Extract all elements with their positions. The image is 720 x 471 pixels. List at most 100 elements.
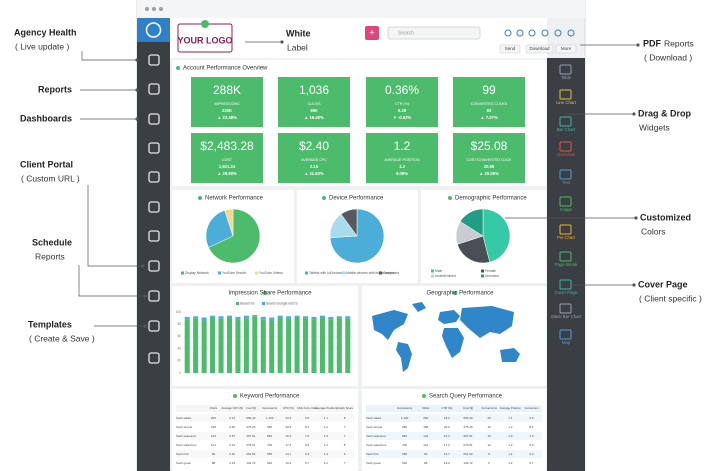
add-button[interactable]: [365, 26, 379, 40]
map-south-america: [396, 342, 412, 372]
sidebar-logo: [137, 18, 170, 42]
header-icon[interactable]: [528, 29, 536, 37]
widget-icon[interactable]: [559, 251, 572, 262]
bar: [336, 316, 342, 319]
kpi-compare: 2.15: [310, 164, 319, 169]
bar: [277, 315, 283, 318]
kpi-change: 9.09%: [396, 171, 408, 176]
callout-line: [87, 185, 143, 267]
kpi-label: CLICKS: [308, 102, 322, 106]
table-cell: 1.2: [508, 461, 513, 465]
bar: [243, 315, 249, 319]
header-button[interactable]: [525, 44, 554, 54]
bar: [345, 318, 351, 373]
widget-label: Pie Chart: [557, 235, 576, 240]
legend-label: Mobile devices with full browsers: [346, 271, 394, 275]
column-header: Conversion: [524, 406, 539, 410]
widget-label: Bar Chart: [557, 127, 576, 132]
kpi-change: ▲ 7.07%: [480, 115, 497, 120]
legend-swatch: [379, 271, 382, 275]
bar: [201, 320, 207, 373]
widget-icon[interactable]: [559, 303, 572, 314]
bar: [193, 318, 199, 373]
column-header: Cost ($): [246, 406, 256, 410]
table-row: [176, 459, 354, 467]
sidebar-icon[interactable]: [148, 83, 160, 95]
callout-subtitle: ( Live update ): [15, 41, 70, 51]
sidebar-icon[interactable]: [148, 54, 160, 66]
kpi-change: ▲ 20.06%: [479, 171, 499, 176]
column-header: Clicks: [422, 406, 430, 410]
widget-icon[interactable]: [559, 196, 572, 207]
sidebar-icon[interactable]: [148, 142, 160, 154]
table-cell: 9.6: [305, 416, 310, 420]
header-icon[interactable]: [554, 29, 562, 37]
table-row: [366, 441, 542, 449]
kpi-label: CTR (%): [395, 102, 409, 106]
callout-subtitle: ( Custom URL ): [21, 173, 80, 183]
table-header: [176, 405, 354, 412]
table-cell: 7: [344, 434, 346, 438]
table-cell: 1.3: [324, 434, 329, 438]
table-cell: 2.62: [229, 452, 235, 456]
widget-icon[interactable]: [559, 89, 572, 100]
table-cell: 23.2: [444, 416, 450, 420]
column-header: CTR (%): [441, 406, 452, 410]
header-icon[interactable]: [541, 29, 549, 37]
table-cell: 1.3: [508, 434, 513, 438]
table-cell: 5: [488, 461, 490, 465]
callout-dot: [135, 117, 139, 121]
widget-icon[interactable]: [559, 169, 572, 180]
sidebar-icon[interactable]: [148, 290, 160, 302]
table-cell: 7.0: [529, 434, 534, 438]
table-cell: 25: [487, 416, 491, 420]
header-icon[interactable]: [504, 29, 512, 37]
sidebar-icon[interactable]: [148, 201, 160, 213]
widget-label: Line Chart: [556, 100, 577, 105]
table-cell: 14.7: [444, 452, 450, 456]
widget-icon[interactable]: [559, 116, 572, 127]
search-box[interactable]: [387, 26, 481, 40]
callout-dot: [636, 43, 640, 47]
table-cell: 960: [402, 425, 407, 429]
window-bar: [137, 0, 585, 18]
callout-subtitle: Label: [287, 42, 308, 52]
kpi-label: COST: [222, 158, 233, 162]
title-dot: [263, 291, 267, 295]
table-row: [176, 441, 354, 449]
sidebar-icon[interactable]: [148, 113, 160, 125]
widget-icon[interactable]: [559, 329, 572, 340]
table-row: [176, 414, 354, 422]
map-north-america: [372, 310, 408, 340]
panel-title: Keyword Performance: [240, 394, 300, 400]
table-cell: 198: [423, 425, 428, 429]
bar: [235, 316, 241, 320]
sidebar-icon[interactable]: [148, 171, 160, 183]
column-header: Impressions: [262, 406, 278, 410]
widget-icon[interactable]: [559, 141, 572, 152]
widget-icon[interactable]: [559, 279, 572, 290]
table-cell: fresh green: [366, 461, 382, 465]
logo-text: YOUR LOGO: [177, 35, 232, 45]
widget-icon[interactable]: [559, 64, 572, 75]
legend-label: Search IS: [240, 301, 255, 305]
kpi-tile: [366, 77, 438, 127]
sidebar-icon[interactable]: [148, 352, 160, 364]
sidebar-icon[interactable]: [148, 260, 160, 272]
table-cell: 1.2: [324, 443, 329, 447]
table-cell: 1.1: [508, 416, 513, 420]
header-button[interactable]: [499, 44, 521, 54]
sidebar-icon[interactable]: [148, 230, 160, 242]
callout-title: Agency Health: [14, 27, 77, 37]
callout-subtitle: ( Download ): [644, 52, 692, 62]
bar: [328, 319, 334, 373]
sidebar-icon[interactable]: [148, 320, 160, 332]
header-icon[interactable]: [516, 29, 524, 37]
header-button[interactable]: [555, 44, 577, 54]
table-cell: 9.9: [305, 443, 310, 447]
table-cell: 9.9: [529, 443, 534, 447]
callout-dot: [135, 88, 139, 92]
widget-icon[interactable]: [559, 224, 572, 235]
y-tick-label: 20: [177, 359, 181, 363]
header-icon[interactable]: [567, 29, 575, 37]
